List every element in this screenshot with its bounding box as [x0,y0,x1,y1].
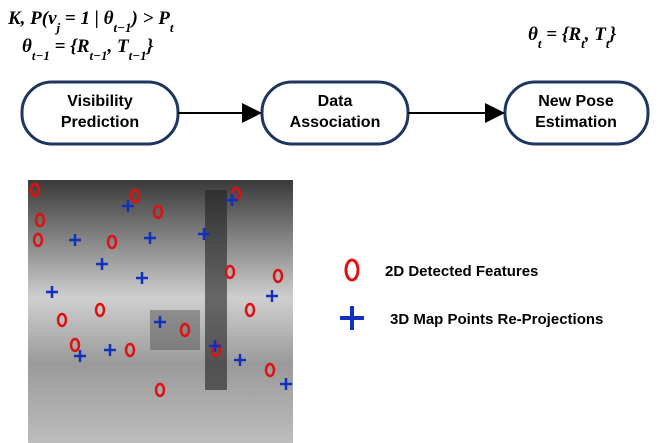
formula-part: = {R [542,24,582,45]
subscript: t [581,36,585,51]
subscript: t−1 [32,48,50,63]
formula-part: θ [528,24,538,45]
node-box [503,80,650,146]
subscript: t [538,36,542,51]
legend-marker [340,306,364,330]
formula: θt = {Rt, Tt} [528,24,616,51]
subscript: t [170,20,174,35]
subscript: t−1 [114,20,132,35]
node-box [20,80,180,146]
formula-part: , T [107,36,131,57]
formula-part: = {R [50,36,90,57]
node-label: Data [318,93,353,110]
subscript: t−1 [90,48,108,63]
formula-part: θ [22,36,32,57]
node-label: Estimation [535,114,617,131]
subscript: j [55,20,61,35]
node-label: Prediction [61,114,139,131]
legend-label: 2D Detected Features [385,263,538,280]
photo [28,180,293,443]
subscript: t−1 [129,48,147,63]
formula-part: , T [584,24,608,45]
node-box [260,80,410,146]
node-label: New Pose [538,93,614,110]
node-label: Visibility [67,93,133,110]
legend-label: 3D Map Points Re-Projections [390,311,603,328]
formula-part: K, P(v [7,8,57,29]
node-label: Association [290,114,381,131]
formula-part: } [607,24,616,45]
formula-part: ) > P [130,8,171,29]
subscript: t [606,36,610,51]
formula-part: = 1 | θ [60,8,114,29]
legend-marker [344,258,360,282]
formula: θt−1 = {Rt−1, Tt−1} [22,36,154,63]
formula-part: } [145,36,154,57]
formula: K, P(vj = 1 | θt−1) > Pt [7,8,174,35]
